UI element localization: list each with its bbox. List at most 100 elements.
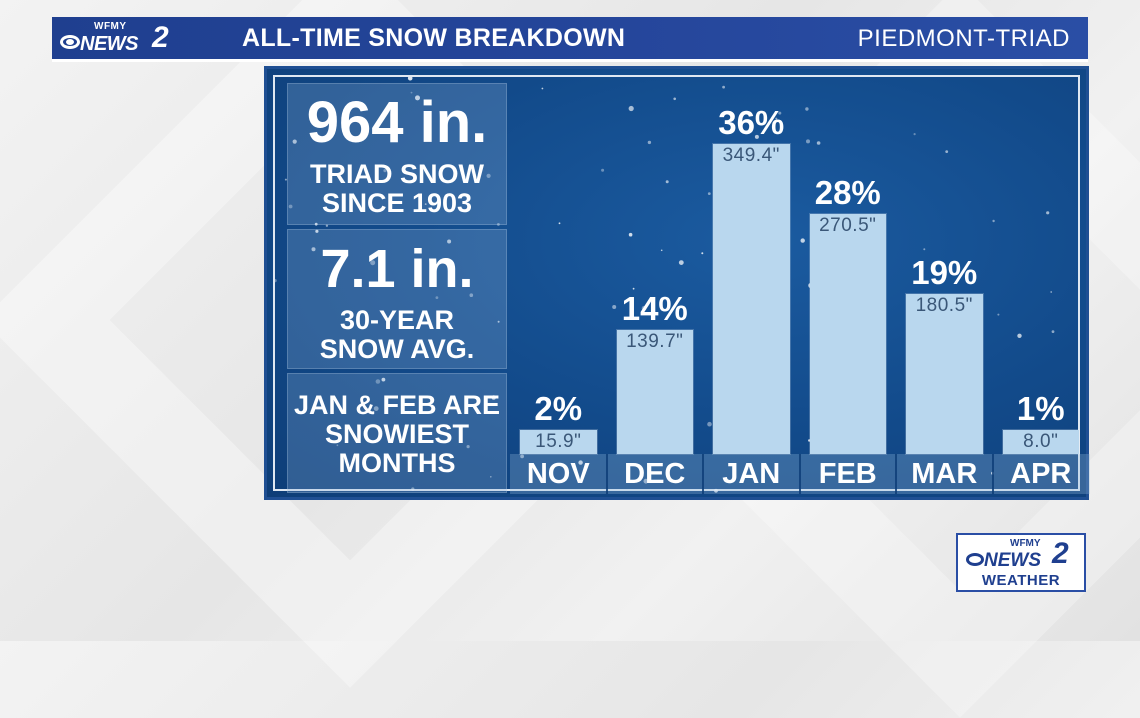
bar-value-label: 349.4" bbox=[722, 145, 780, 167]
bar-value-label: 139.7" bbox=[626, 331, 684, 353]
snowflake-dot bbox=[435, 296, 439, 299]
snowflake-dot bbox=[422, 350, 425, 354]
bar-percent-label: 28% bbox=[814, 174, 881, 212]
snowflake-dot bbox=[722, 85, 725, 89]
month-label-feb: FEB bbox=[818, 458, 877, 490]
snowflake-dot bbox=[754, 134, 759, 139]
snowflake-dot bbox=[288, 204, 293, 209]
snowflake-dot bbox=[497, 320, 500, 323]
snowflake-dot bbox=[311, 247, 316, 252]
cbs-eye-icon bbox=[966, 553, 984, 566]
snowflake-dot bbox=[678, 260, 684, 265]
snowflake-dot bbox=[1051, 330, 1055, 333]
snowflake-dot bbox=[1046, 211, 1050, 215]
bar-nov bbox=[520, 430, 597, 454]
month-label-dec: DEC bbox=[624, 458, 686, 490]
snowflake-dot bbox=[381, 377, 386, 382]
snowflake-dot bbox=[913, 133, 916, 136]
bar-percent-label: 2% bbox=[534, 390, 583, 427]
stat-average-value: 7.1 in. bbox=[320, 239, 474, 299]
bar-percent-label: 1% bbox=[1016, 390, 1065, 427]
snowflake-dot bbox=[701, 252, 704, 255]
stat-average-line: 30-YEAR bbox=[339, 305, 455, 335]
corner-logo-word: NEWS bbox=[984, 550, 1041, 571]
snowflake-dot bbox=[945, 150, 949, 153]
bar-value-label: 15.9" bbox=[535, 431, 582, 452]
bar-apr bbox=[1002, 430, 1079, 454]
snowflake-dot bbox=[670, 310, 673, 313]
stat-snowiest-line: MONTHS bbox=[338, 448, 456, 478]
bar-value-label: 180.5" bbox=[915, 295, 973, 317]
snowflake-dot bbox=[370, 260, 376, 266]
stat-total-value: 964 in. bbox=[306, 90, 488, 155]
snowflake-dot bbox=[407, 77, 413, 81]
snowflake-dot bbox=[336, 444, 339, 447]
weather-logo: WFMY NEWS 2 WEATHER bbox=[956, 533, 1086, 592]
snowflake-dot bbox=[415, 95, 420, 101]
month-label-mar: MAR bbox=[911, 458, 978, 490]
snowflake-dot bbox=[628, 232, 633, 237]
corner-logo-sub: WEATHER bbox=[981, 572, 1061, 589]
stat-total-line: SINCE 1903 bbox=[321, 188, 473, 218]
panel-frame: 964 in. TRIAD SNOW SINCE 1903 7.1 in. 30… bbox=[273, 75, 1090, 494]
snowflake-dot bbox=[775, 117, 778, 120]
month-separator bbox=[798, 454, 801, 494]
stat-average-line: SNOW AVG. bbox=[319, 334, 475, 364]
stat-snowiest-line: JAN & FEB ARE bbox=[293, 390, 501, 420]
bar-jan bbox=[713, 144, 790, 454]
bar-mar bbox=[906, 294, 983, 454]
snowflake-dot bbox=[375, 379, 381, 384]
snowflake-dot bbox=[992, 219, 995, 223]
snowflake-dot bbox=[707, 421, 712, 427]
month-separator bbox=[991, 454, 994, 494]
snowflake-dot bbox=[647, 140, 652, 145]
snowflake-dot bbox=[923, 248, 926, 251]
header-bar: WFMY NEWS 2 ALL-TIME SNOW BREAKDOWN PIED… bbox=[52, 17, 1088, 62]
month-label-jan: JAN bbox=[722, 458, 781, 490]
station-logo: WFMY NEWS 2 bbox=[60, 21, 180, 57]
snowflake-dot bbox=[325, 224, 329, 227]
stat-box-average: 7.1 in. 30-YEAR SNOW AVG. bbox=[287, 229, 507, 369]
cbs-eye-icon bbox=[60, 35, 80, 49]
snowflake-dot bbox=[373, 406, 379, 411]
bar-feb bbox=[809, 214, 886, 454]
snowflake-dot bbox=[601, 168, 605, 172]
snowflake-dot bbox=[714, 488, 718, 493]
snowflake-dot bbox=[673, 97, 676, 101]
corner-logo-top-text: WFMY bbox=[1010, 538, 1041, 549]
snowflake-dot bbox=[315, 229, 319, 233]
bar-percent-label: 14% bbox=[621, 290, 688, 328]
snowflake-dot bbox=[641, 305, 647, 311]
month-axis: NOV DEC JAN FEB MAR APR bbox=[510, 454, 1090, 494]
snowflake-dot bbox=[800, 238, 805, 243]
chart-panel: 964 in. TRIAD SNOW SINCE 1903 7.1 in. 30… bbox=[264, 66, 1090, 500]
snowflake-dot bbox=[1050, 291, 1053, 293]
snowflake-dot bbox=[486, 173, 491, 178]
snowflake-dot bbox=[541, 87, 544, 90]
month-label-nov: NOV bbox=[526, 458, 590, 490]
month-separator bbox=[895, 454, 897, 494]
bar-value-label: 8.0" bbox=[1023, 431, 1059, 452]
stat-total-line: TRIAD SNOW bbox=[310, 159, 484, 189]
snowflake-dot bbox=[383, 169, 387, 173]
snowflake-dot bbox=[997, 313, 1000, 316]
stat-box-total: 964 in. TRIAD SNOW SINCE 1903 bbox=[287, 83, 507, 225]
snowflake-dot bbox=[275, 279, 277, 283]
snowflake-dot bbox=[411, 487, 415, 491]
snowflake-dot bbox=[707, 192, 711, 195]
snowflake-dot bbox=[578, 460, 583, 465]
snowflake-dot bbox=[643, 478, 649, 484]
snowflake-dot bbox=[805, 107, 809, 111]
bar-dec bbox=[616, 330, 693, 454]
snowflake-dot bbox=[424, 203, 427, 205]
corner-logo-number: 2 bbox=[1052, 537, 1069, 570]
snowflake-dot bbox=[284, 178, 287, 181]
snowflake-dot bbox=[490, 476, 492, 478]
snowflake-dot bbox=[497, 223, 500, 226]
logo-number: 2 bbox=[152, 21, 169, 54]
snowflake-dot bbox=[660, 249, 663, 252]
region-label: PIEDMONT-TRIAD bbox=[857, 25, 1070, 52]
snowflake-dot bbox=[628, 105, 634, 112]
snowflake-dot bbox=[491, 395, 496, 400]
snowflake-dot bbox=[466, 445, 470, 449]
